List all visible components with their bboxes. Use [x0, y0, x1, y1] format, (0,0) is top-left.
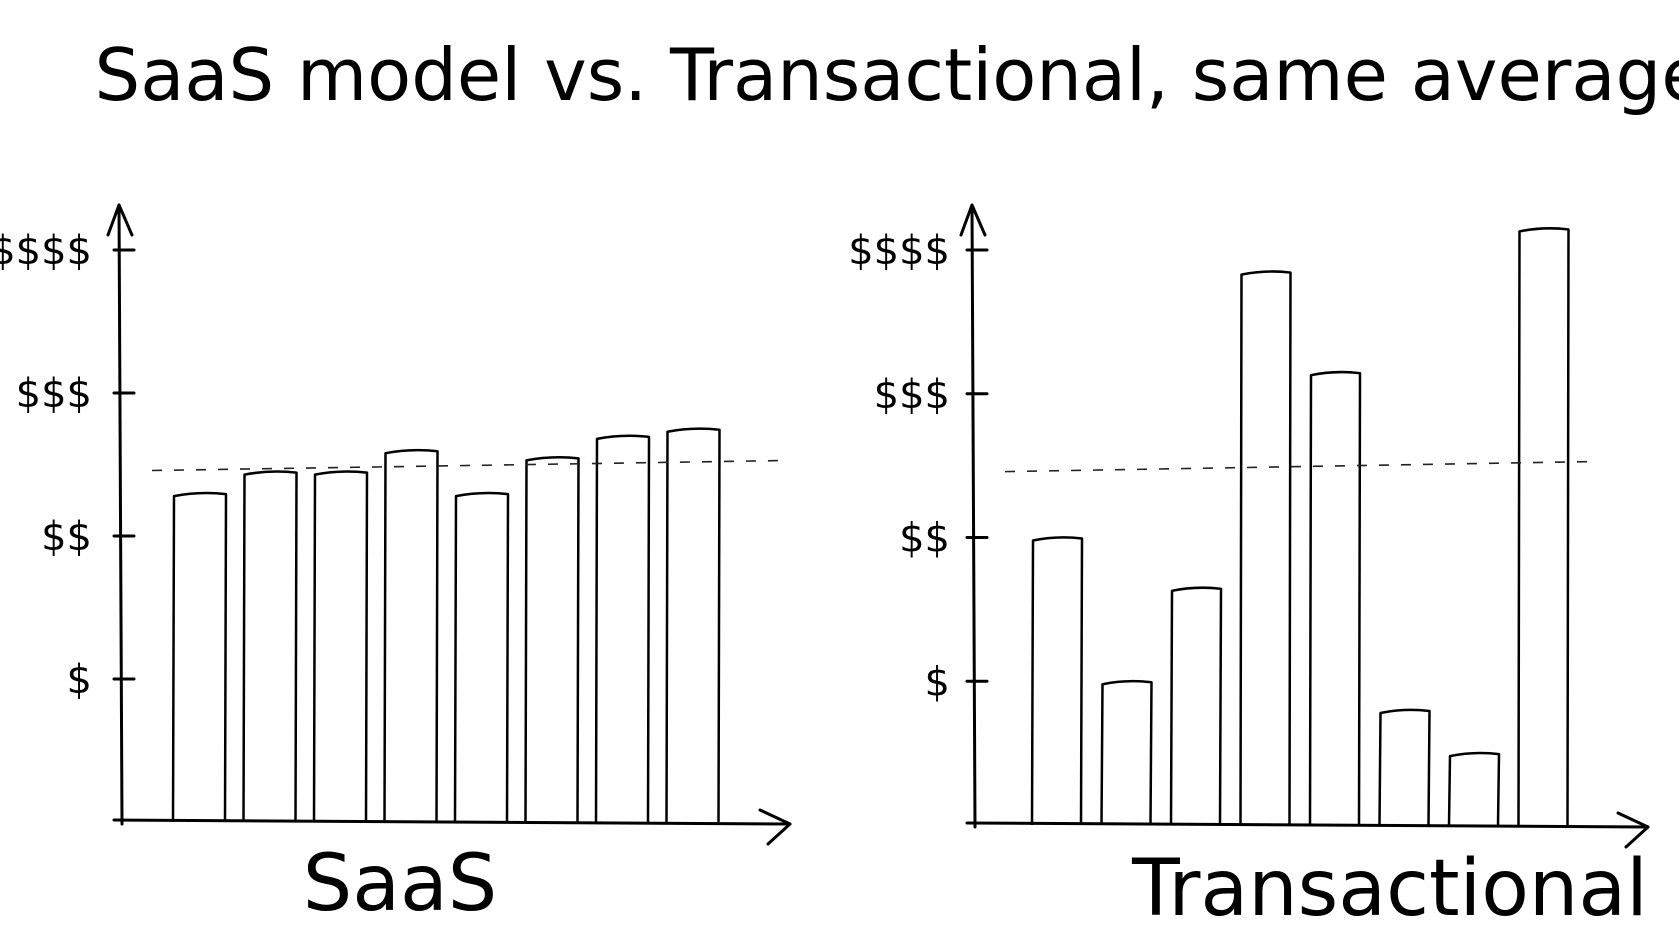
y-tick-label: $$$	[16, 371, 92, 417]
x-axis-label: Transactional	[1131, 844, 1648, 934]
y-tick-label: $$$	[874, 372, 950, 418]
bar	[1100, 679, 1153, 826]
average-line	[151, 459, 786, 472]
y-axis	[970, 203, 977, 829]
average-line	[1004, 460, 1591, 473]
bar	[1447, 751, 1501, 826]
bar	[1169, 586, 1223, 826]
x-axis-arrow-icon	[758, 808, 792, 846]
y-tick-label: $$$$	[0, 228, 92, 274]
bar	[171, 491, 228, 823]
y-tick-label: $	[67, 657, 92, 703]
y-axis-arrow-icon	[959, 203, 987, 237]
bar	[1030, 536, 1084, 826]
bar	[665, 427, 721, 823]
bar	[1517, 227, 1570, 826]
y-axis-arrow-icon	[106, 203, 134, 237]
y-tick-label: $$$$	[848, 228, 950, 274]
x-axis-arrow-icon	[1616, 811, 1650, 849]
bar	[383, 448, 439, 823]
bar	[524, 455, 580, 823]
bar	[1239, 270, 1292, 826]
y-tick-label: $$	[899, 516, 950, 562]
bar	[242, 470, 298, 823]
x-axis-label: SaaS	[303, 839, 498, 929]
bar	[1378, 708, 1431, 826]
bar	[312, 470, 369, 823]
main-title: SaaS model vs. Transactional, same avera…	[95, 33, 1679, 117]
x-axis	[112, 818, 792, 826]
bar	[594, 434, 651, 823]
y-tick-label: $$	[41, 514, 92, 560]
bar	[453, 491, 510, 823]
y-axis	[117, 203, 124, 826]
saas-chart: $$$$$$$$$$SaaS	[0, 203, 792, 929]
y-tick-label: $	[925, 659, 950, 705]
x-axis	[965, 821, 1650, 829]
bar	[1308, 370, 1362, 826]
transactional-chart: $$$$$$$$$$Transactional	[848, 203, 1650, 934]
